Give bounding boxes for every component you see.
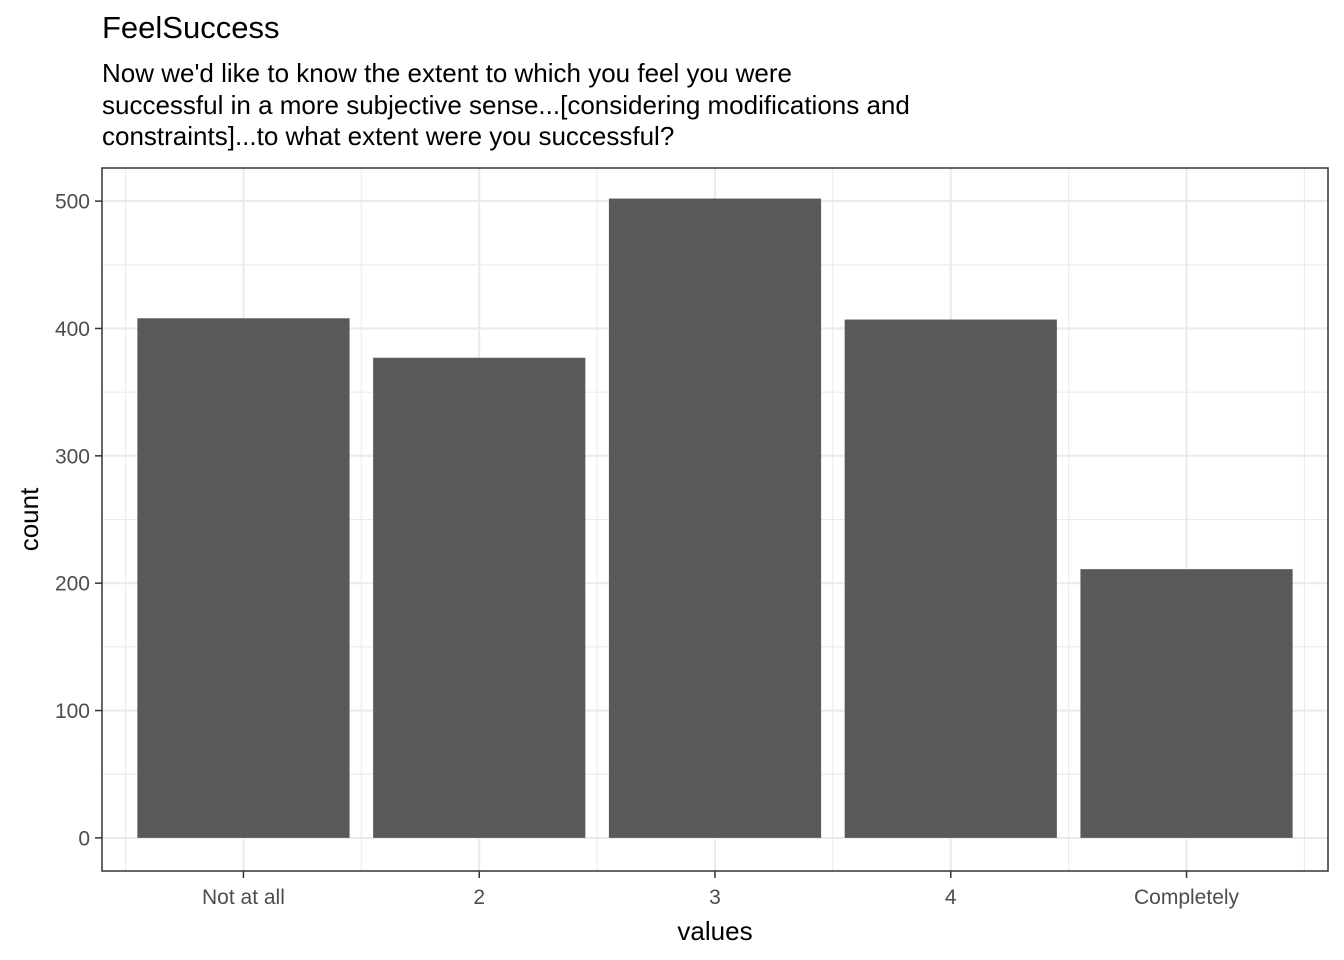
bars-layer (137, 198, 1293, 838)
x-tick-label: 3 (709, 886, 721, 909)
y-tick-label: 200 (55, 573, 90, 596)
subtitle-line-2: successful in a more subjective sense...… (102, 89, 910, 120)
x-tick-label: 2 (473, 886, 485, 909)
x-axis-title: values (677, 916, 752, 946)
subtitle-line-3: constraints]...to what extent were you s… (102, 121, 675, 151)
y-tick-label: 0 (78, 827, 90, 850)
subtitle-line-1: Now we'd like to know the extent to whic… (102, 58, 792, 88)
bar-3 (608, 198, 822, 838)
y-tick-label: 500 (55, 191, 90, 214)
bar-not-at-all (137, 318, 350, 838)
y-tick-label: 300 (55, 445, 90, 468)
y-axis-title: count (14, 487, 44, 551)
chart-subtitle: Now we'd like to know the extent to whic… (102, 58, 910, 153)
x-tick-label: Completely (1134, 886, 1240, 909)
y-tick-label: 400 (55, 318, 90, 341)
bar-4 (844, 319, 1057, 838)
bar-2 (373, 357, 586, 838)
axis-layer: 0 100 200 300 400 500 Not at all 2 3 4 Completely (55, 191, 1240, 909)
x-tick-label: 4 (945, 886, 957, 909)
y-tick-label: 100 (55, 700, 90, 723)
chart-title: FeelSuccess (102, 10, 280, 45)
bar-completely (1080, 569, 1293, 838)
x-tick-label: Not at all (202, 886, 285, 909)
